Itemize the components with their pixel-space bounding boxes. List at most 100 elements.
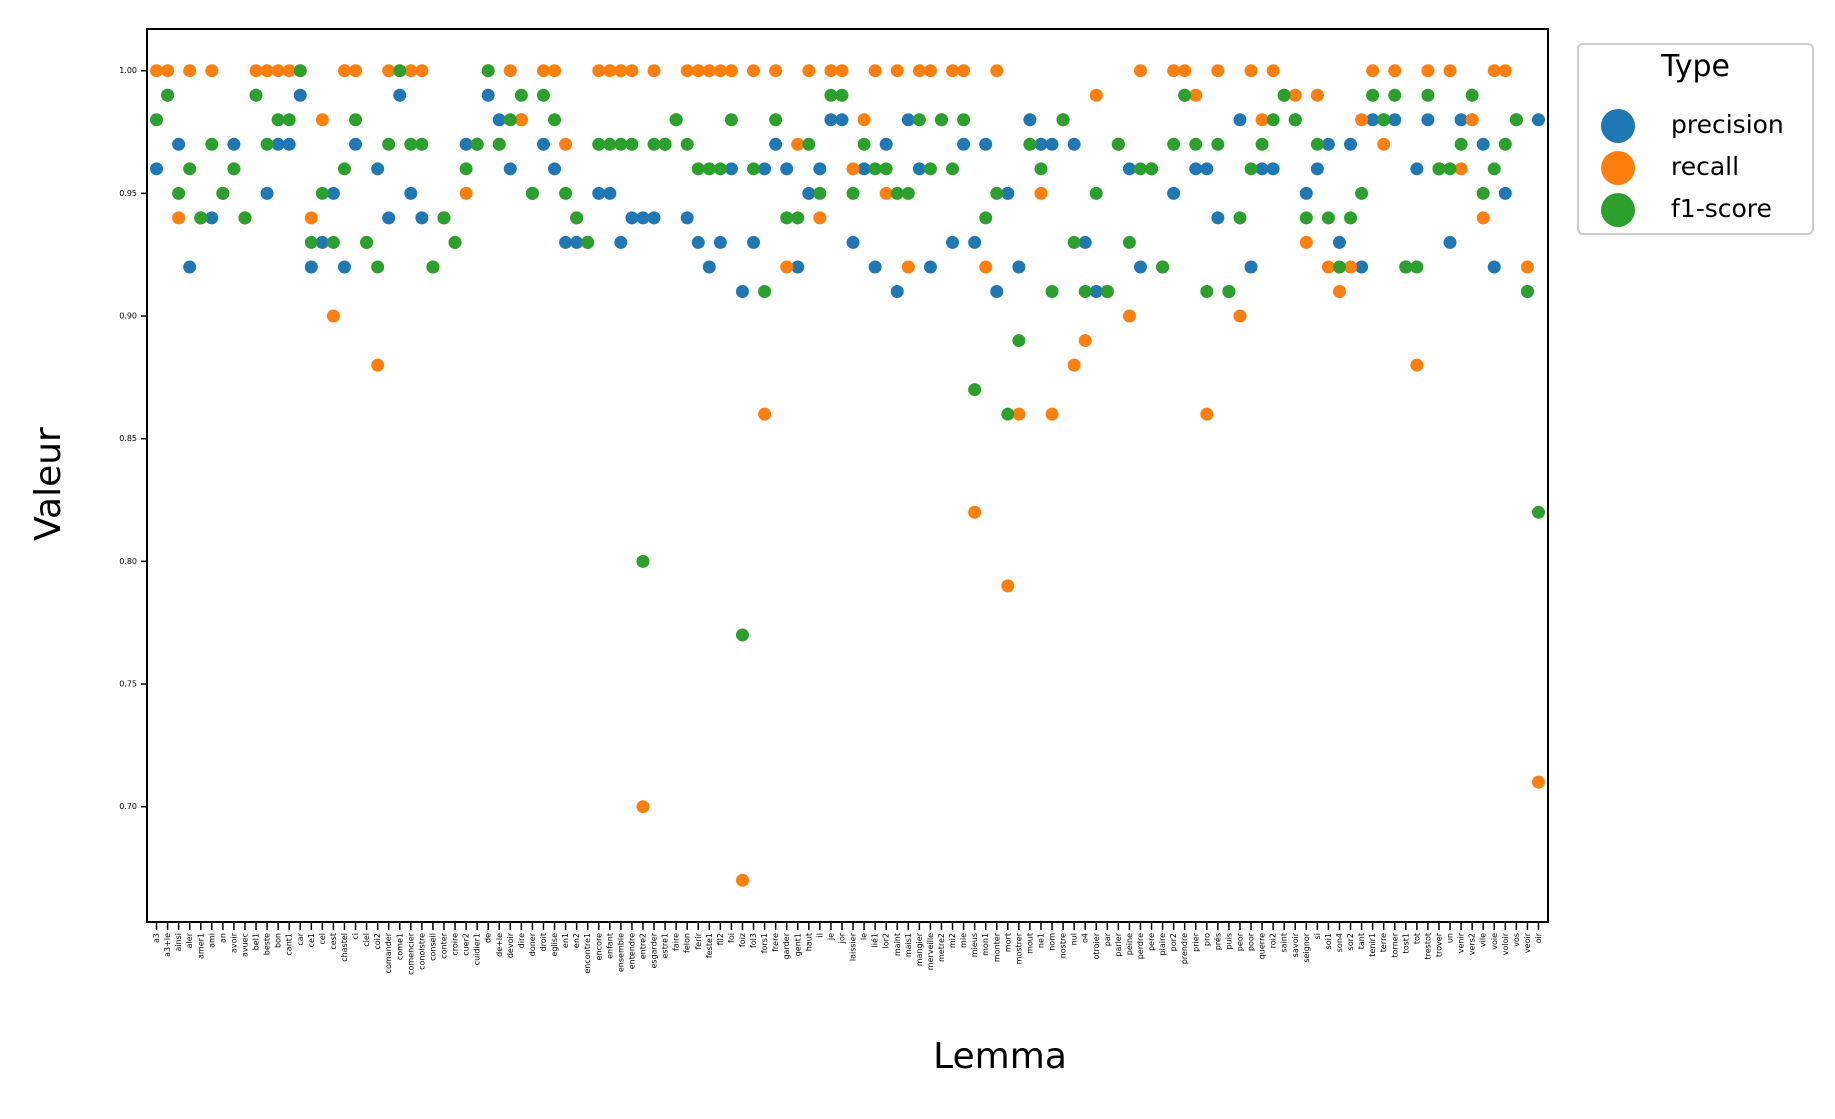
x-tick-label: coi2 bbox=[373, 933, 382, 950]
x-tick-label: vile bbox=[1479, 933, 1488, 947]
x-tick-label: mie bbox=[959, 933, 968, 948]
point bbox=[1421, 113, 1435, 127]
point bbox=[1266, 113, 1280, 127]
point bbox=[1233, 309, 1247, 323]
point bbox=[559, 137, 573, 151]
point bbox=[1222, 285, 1236, 299]
point bbox=[1321, 137, 1335, 151]
point bbox=[1145, 162, 1159, 176]
point bbox=[846, 186, 860, 200]
point bbox=[636, 554, 650, 568]
point bbox=[1233, 211, 1247, 225]
point bbox=[150, 64, 164, 78]
x-tick-label: doner bbox=[528, 932, 537, 956]
point bbox=[1454, 113, 1468, 127]
point bbox=[194, 211, 208, 225]
point bbox=[1078, 334, 1092, 348]
plot-frame bbox=[146, 28, 1549, 923]
point bbox=[1122, 309, 1136, 323]
y-tick-label: 0.95 bbox=[119, 189, 137, 198]
point bbox=[1067, 235, 1081, 249]
x-tick-label: otroier bbox=[1092, 932, 1101, 959]
point bbox=[536, 64, 550, 78]
point bbox=[702, 64, 716, 78]
point bbox=[934, 113, 948, 127]
x-tick-label: voloir bbox=[1501, 932, 1510, 955]
point bbox=[459, 186, 473, 200]
point bbox=[216, 186, 230, 200]
point bbox=[282, 113, 296, 127]
point bbox=[393, 88, 407, 102]
x-tick-label: tenir1 bbox=[1368, 933, 1377, 957]
point bbox=[205, 137, 219, 151]
point bbox=[1421, 88, 1435, 102]
point bbox=[260, 64, 274, 78]
point bbox=[1001, 579, 1015, 593]
point bbox=[1167, 137, 1181, 151]
point bbox=[702, 162, 716, 176]
point bbox=[404, 186, 418, 200]
point bbox=[161, 64, 175, 78]
x-tick-label: querre bbox=[1258, 933, 1267, 959]
point bbox=[448, 235, 462, 249]
point bbox=[713, 64, 727, 78]
x-axis-label: Lemma bbox=[933, 1036, 1067, 1077]
point bbox=[1432, 162, 1446, 176]
point bbox=[1189, 88, 1203, 102]
x-tick-label: tost1 bbox=[1401, 933, 1410, 953]
point bbox=[1255, 162, 1269, 176]
x-tick-label: parler bbox=[1114, 932, 1123, 956]
point bbox=[238, 211, 252, 225]
point bbox=[1388, 88, 1402, 102]
point bbox=[713, 162, 727, 176]
x-tick-label: amer1 bbox=[196, 933, 205, 959]
point bbox=[315, 186, 329, 200]
point bbox=[968, 505, 982, 519]
point bbox=[901, 113, 915, 127]
point bbox=[1355, 113, 1369, 127]
point bbox=[1156, 260, 1170, 274]
x-tick-label: ce1 bbox=[307, 933, 316, 947]
point bbox=[747, 162, 761, 176]
point bbox=[1288, 113, 1302, 127]
x-tick-label: maint bbox=[893, 933, 902, 956]
x-tick-label: trestot bbox=[1423, 933, 1432, 960]
x-tick-label: avuec bbox=[240, 933, 249, 957]
x-tick-label: entre2 bbox=[638, 933, 647, 959]
point bbox=[1332, 260, 1346, 274]
point bbox=[1377, 113, 1391, 127]
point bbox=[1034, 137, 1048, 151]
x-tick-label: je bbox=[826, 933, 835, 941]
point bbox=[592, 186, 606, 200]
point bbox=[1454, 162, 1468, 176]
x-tick-label: seignor bbox=[1302, 932, 1311, 962]
x-tick-label: haut bbox=[804, 933, 813, 951]
x-tick-label: enfant bbox=[605, 933, 614, 959]
point bbox=[1067, 137, 1081, 151]
x-tick-label: peor bbox=[1235, 932, 1244, 951]
point bbox=[614, 137, 628, 151]
point bbox=[382, 211, 396, 225]
point bbox=[769, 64, 783, 78]
point bbox=[680, 64, 694, 78]
point bbox=[271, 137, 285, 151]
point bbox=[1299, 211, 1313, 225]
x-tick-label: avoir bbox=[229, 932, 238, 953]
point bbox=[349, 113, 363, 127]
point bbox=[824, 64, 838, 78]
point bbox=[780, 211, 794, 225]
point bbox=[835, 88, 849, 102]
x-tick-label: garder bbox=[782, 932, 791, 959]
point bbox=[857, 137, 871, 151]
point bbox=[1476, 211, 1490, 225]
point bbox=[227, 162, 241, 176]
point bbox=[503, 64, 517, 78]
point bbox=[1531, 775, 1545, 789]
x-tick-label: a3 bbox=[152, 933, 161, 943]
point bbox=[614, 64, 628, 78]
point bbox=[669, 113, 683, 127]
x-tick-label: cel bbox=[318, 933, 327, 945]
x-tick-label: fol3 bbox=[749, 933, 758, 948]
point bbox=[1001, 186, 1015, 200]
point bbox=[658, 137, 672, 151]
